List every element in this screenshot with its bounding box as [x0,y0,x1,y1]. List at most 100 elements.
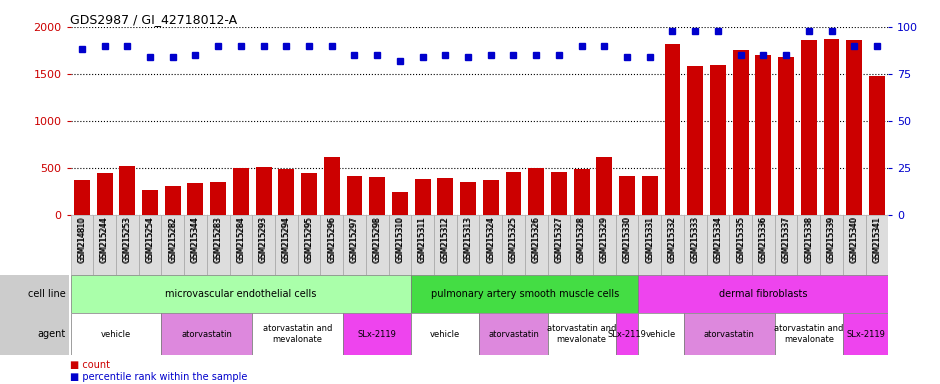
Bar [70,313,162,355]
Text: GSM215254: GSM215254 [146,217,154,263]
Bar [823,39,839,215]
Text: GSM215325: GSM215325 [509,217,518,263]
Text: atorvastatin and
mevalonate: atorvastatin and mevalonate [547,324,617,344]
Bar [732,50,748,215]
Bar [434,215,457,275]
Bar [820,215,843,275]
Bar [184,215,207,275]
Text: GSM215344: GSM215344 [191,217,200,263]
Text: atorvastatin: atorvastatin [488,329,539,339]
Bar [642,175,658,215]
Bar [797,215,820,275]
Text: atorvastatin: atorvastatin [704,329,755,339]
Bar [392,192,408,215]
Bar [162,313,252,355]
Bar [343,313,411,355]
Bar [70,215,93,275]
Bar [551,172,567,215]
Text: GSM215324: GSM215324 [486,216,495,262]
Bar [573,169,589,215]
Text: GSM215341: GSM215341 [872,217,882,263]
Bar [369,177,385,215]
Text: GSM215244: GSM215244 [100,216,109,262]
Text: vehicle: vehicle [431,329,461,339]
Text: GSM215332: GSM215332 [668,217,677,263]
Text: GSM215313: GSM215313 [463,217,473,263]
Text: GSM215294: GSM215294 [282,216,290,262]
Text: GSM215310: GSM215310 [396,217,404,263]
Bar [119,166,135,215]
Text: atorvastatin and
mevalonate: atorvastatin and mevalonate [263,324,333,344]
Text: GSM215253: GSM215253 [123,217,132,263]
Bar [343,215,366,275]
Text: GSM215282: GSM215282 [168,216,178,262]
Bar [778,57,794,215]
Text: GSM215337: GSM215337 [781,216,791,263]
Bar [684,215,707,275]
Bar [139,215,162,275]
Text: GSM215296: GSM215296 [327,217,337,263]
Bar [274,215,298,275]
Text: GSM215333: GSM215333 [691,216,699,263]
Bar [460,182,476,215]
Text: GSM215333: GSM215333 [691,217,699,263]
Bar [729,215,752,275]
Text: GSM215328: GSM215328 [577,216,587,262]
Bar [252,313,343,355]
Bar [619,175,635,215]
Text: GSM215312: GSM215312 [441,216,450,262]
Text: GSM215336: GSM215336 [759,217,768,263]
Bar [866,215,888,275]
Bar [412,313,479,355]
Bar [207,215,229,275]
Text: GSM215330: GSM215330 [622,216,632,263]
Text: GSM215340: GSM215340 [850,216,859,263]
Bar [412,215,434,275]
Bar [843,313,888,355]
Text: GSM215339: GSM215339 [827,217,836,263]
Bar [70,275,412,313]
Text: GSM215284: GSM215284 [236,216,245,262]
Bar [97,173,113,215]
Bar [707,215,729,275]
Bar [457,215,479,275]
Bar [665,44,681,215]
Text: GSM215311: GSM215311 [418,216,427,262]
Text: GSM215295: GSM215295 [305,217,314,263]
Bar [547,313,616,355]
Text: pulmonary artery smooth muscle cells: pulmonary artery smooth muscle cells [431,289,619,299]
Text: GSM215326: GSM215326 [532,216,540,262]
Text: GSM215294: GSM215294 [282,217,290,263]
Text: GSM215328: GSM215328 [577,217,587,263]
Bar [323,157,339,215]
Bar [415,179,431,215]
Text: GSM215324: GSM215324 [486,217,495,263]
Bar [412,275,638,313]
Bar [298,215,321,275]
Text: ■ count: ■ count [70,360,111,370]
Bar [638,313,683,355]
Text: GSM215339: GSM215339 [827,216,836,263]
Text: GSM215293: GSM215293 [259,216,268,262]
Bar [752,215,775,275]
Bar [142,190,158,215]
Bar [256,167,272,215]
Text: vehicle: vehicle [101,329,131,339]
Bar [252,215,274,275]
Bar [321,215,343,275]
Bar [846,40,862,215]
Bar [683,313,775,355]
Text: GSM215254: GSM215254 [146,216,154,262]
Text: GSM215326: GSM215326 [532,217,540,263]
Bar [775,313,843,355]
Bar [525,215,547,275]
Text: GSM215335: GSM215335 [736,216,745,263]
Text: GSM215331: GSM215331 [645,216,654,262]
Bar [229,215,252,275]
Text: GSM215337: GSM215337 [781,217,791,263]
Text: GSM215293: GSM215293 [259,217,268,263]
Text: GSM215332: GSM215332 [668,216,677,262]
Text: GSM215298: GSM215298 [372,216,382,262]
Text: agent: agent [38,329,66,339]
Bar [571,215,593,275]
